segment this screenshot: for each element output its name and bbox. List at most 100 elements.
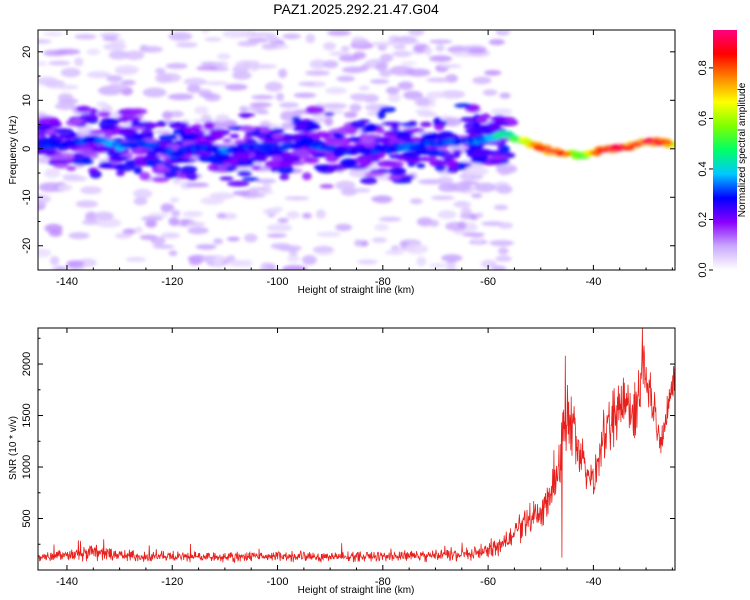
spectrogram-noise-blob xyxy=(417,97,431,106)
spectrogram-band-blob xyxy=(402,151,422,158)
spectrogram-band-blob xyxy=(319,184,335,189)
spectrogram-noise-blob xyxy=(474,182,497,193)
spectrogram-noise-blob xyxy=(264,81,283,92)
spectrogram-noise-blob xyxy=(204,81,229,86)
snr-y-ticks: 500 1000 1500 2000 xyxy=(21,337,675,545)
spectrogram-band-blob xyxy=(305,105,325,115)
spectrogram-noise-blob xyxy=(172,178,181,185)
spectrogram-band-blob xyxy=(416,163,426,169)
spectrogram-noise-blob xyxy=(275,92,285,102)
spectrogram-noise-blob xyxy=(471,193,483,199)
spectrogram-noise-blob xyxy=(430,195,455,200)
snr-y-tick-label: 500 xyxy=(21,509,33,527)
spectrogram-noise-blob xyxy=(301,255,317,265)
spectrogram-noise-blob xyxy=(165,63,188,69)
spectrogram-noise-blob xyxy=(429,39,452,44)
spectrogram-noise-blob xyxy=(329,51,351,57)
spectrogram-noise-blob xyxy=(351,36,365,41)
spectrogram-band-blob xyxy=(114,163,136,172)
spectrogram-noise-blob xyxy=(490,108,513,116)
spectrogram-band-blob xyxy=(334,138,346,145)
spectrogram-noise-blob xyxy=(54,102,77,111)
spectrogram-band-blob xyxy=(312,131,332,138)
spectrogram-band-blob xyxy=(49,159,73,164)
spectrogram-band-blob xyxy=(152,176,170,183)
spectrogram-noise-blob xyxy=(309,59,328,69)
spectrogram-noise-blob xyxy=(86,48,101,55)
spectrogram-noise-blob xyxy=(439,90,466,99)
spectrogram-noise-blob xyxy=(409,198,423,205)
spectrogram-noise-blob xyxy=(216,212,227,219)
spectrogram-band-blob xyxy=(172,129,186,135)
spectrogram-band-blob xyxy=(420,132,438,142)
spectrogram-band-blob xyxy=(291,116,301,123)
spectrogram-band-blob xyxy=(229,133,240,139)
spectrogram-band-blob xyxy=(52,136,64,142)
spectrogram-noise-blob xyxy=(403,90,423,100)
spectrogram-y-ticks: -20 -10 0 10 20 xyxy=(21,46,675,271)
spectrogram-noise-blob xyxy=(183,77,207,86)
spectrogram-band-blob xyxy=(375,127,385,134)
spectrogram-noise-blob xyxy=(145,219,157,228)
spectrogram-band-blob xyxy=(377,110,386,119)
spectrogram-x-tick-label: -100 xyxy=(267,276,289,288)
spectrogram-noise-blob xyxy=(175,42,198,48)
spectrogram-noise-blob xyxy=(353,239,363,247)
spectrogram-noise-blob xyxy=(287,254,300,263)
colorbar-tick-label: 0.6 xyxy=(697,111,709,126)
spectrogram-noise-blob xyxy=(38,76,58,86)
spectrogram-noise-blob xyxy=(242,259,253,268)
spectrogram-band-blob xyxy=(216,152,230,161)
spectrogram-noise-blob xyxy=(393,44,406,50)
spectrogram-noise-blob xyxy=(371,237,387,243)
spectrogram-band-blob xyxy=(384,161,404,168)
colorbar-tick-label: 0.4 xyxy=(697,161,709,176)
spectrogram-noise-blob xyxy=(216,53,231,60)
spectrogram-noise-blob xyxy=(262,208,281,216)
spectrogram-noise-blob xyxy=(399,241,409,247)
spectrogram-noise-blob xyxy=(86,71,111,79)
spectrogram-core-blob xyxy=(659,140,667,144)
spectrogram-noise-blob xyxy=(93,211,114,221)
spectrogram-band-blob xyxy=(116,170,125,177)
spectrogram-noise-blob xyxy=(341,66,365,74)
spectrogram-band-blob xyxy=(331,132,341,137)
spectrogram-noise-blob xyxy=(50,255,60,266)
spectrogram-noise-blob xyxy=(48,60,71,66)
spectrogram-band-blob xyxy=(281,154,301,164)
spectrogram-noise-blob xyxy=(482,89,498,96)
spectrogram-noise-blob xyxy=(139,44,149,53)
spectrogram-noise-blob xyxy=(266,223,293,232)
spectrogram-band-blob xyxy=(168,157,190,163)
snr-y-tick-label: 1500 xyxy=(21,403,33,427)
spectrogram-noise-blob xyxy=(141,216,163,222)
spectrogram-noise-blob xyxy=(189,259,202,266)
spectrogram-noise-blob xyxy=(195,244,217,250)
spectrogram-band-blob xyxy=(219,176,234,181)
spectrogram-band-blob xyxy=(186,171,198,181)
spectrogram-noise-blob xyxy=(489,240,514,247)
spectrogram-band-blob xyxy=(168,121,189,127)
spectrogram-band-blob xyxy=(230,157,240,166)
spectrogram-noise-blob xyxy=(124,50,145,60)
snr-y-label: SNR (10 * v/v) xyxy=(8,416,19,480)
spectrogram-band-blob xyxy=(117,115,131,123)
spectrogram-noise-blob xyxy=(323,60,339,69)
spectrogram-band-blob xyxy=(311,153,327,158)
spectrogram-x-tick-label: -60 xyxy=(480,276,496,288)
spectrogram-band-blob xyxy=(253,155,267,163)
spectrogram-band-blob xyxy=(407,162,416,167)
spectrogram-band-blob xyxy=(89,129,109,135)
spectrogram-noise-blob xyxy=(57,184,73,192)
spectrogram-noise-blob xyxy=(82,219,100,226)
colorbar: 0.0 0.2 0.4 0.6 0.8 Normalized spectral ampl… xyxy=(697,30,748,278)
spectrogram-band-blob xyxy=(203,121,215,130)
spectrogram-noise-blob xyxy=(428,263,449,268)
spectrogram-noise-blob xyxy=(201,114,212,124)
spectrogram-noise-blob xyxy=(282,33,301,40)
spectrogram-band-blob xyxy=(66,165,77,172)
spectrogram-noise-blob xyxy=(446,263,457,270)
snr-x-tick-label: -120 xyxy=(161,576,183,588)
